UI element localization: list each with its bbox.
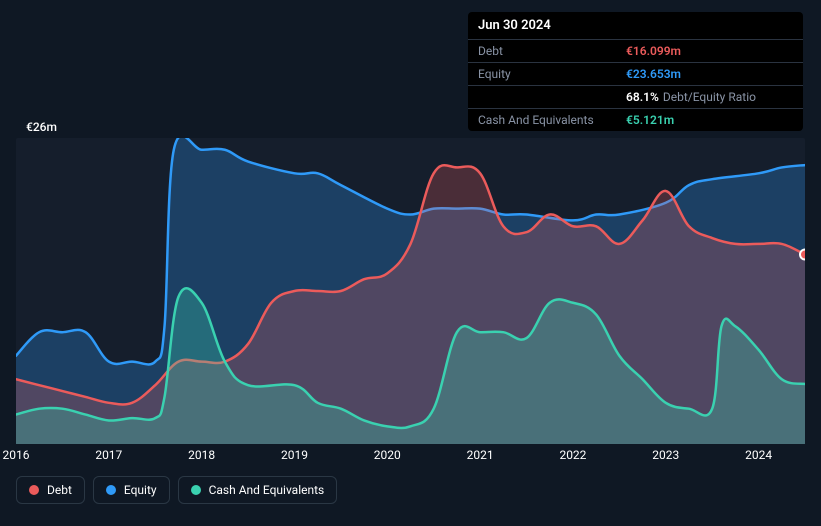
legend-label: Cash And Equivalents	[209, 483, 325, 497]
legend-item-equity[interactable]: Equity	[93, 476, 170, 504]
legend-item-cash[interactable]: Cash And Equivalents	[178, 476, 338, 504]
legend-item-debt[interactable]: Debt	[16, 476, 85, 504]
legend-swatch-icon	[106, 485, 116, 495]
chart-legend: Debt Equity Cash And Equivalents	[16, 476, 337, 504]
x-tick: 2024	[745, 448, 772, 462]
x-tick: 2020	[374, 448, 401, 462]
tooltip-row-label: Debt	[478, 44, 626, 58]
tooltip-row-value: €16.099m	[626, 44, 681, 58]
x-tick: 2022	[559, 448, 586, 462]
tooltip-date: Jun 30 2024	[468, 12, 803, 39]
tooltip-row-label: Equity	[478, 67, 626, 81]
tooltip-row-label	[478, 90, 626, 104]
legend-label: Equity	[124, 483, 157, 497]
series-end-marker	[800, 250, 805, 260]
y-axis-max-label: €26m	[26, 120, 57, 134]
chart-tooltip: Jun 30 2024 Debt€16.099mEquity€23.653m68…	[468, 12, 803, 131]
tooltip-row-value: 68.1%Debt/Equity Ratio	[626, 90, 756, 104]
legend-swatch-icon	[191, 485, 201, 495]
tooltip-row: 68.1%Debt/Equity Ratio	[468, 85, 803, 108]
tooltip-row: Debt€16.099m	[468, 39, 803, 62]
x-tick: 2021	[467, 448, 494, 462]
x-tick: 2017	[95, 448, 122, 462]
tooltip-row-value: €5.121m	[626, 113, 674, 127]
x-tick: 2018	[188, 448, 215, 462]
tooltip-row-label: Cash And Equivalents	[478, 113, 626, 127]
x-tick: 2016	[3, 448, 30, 462]
x-tick: 2019	[281, 448, 308, 462]
legend-swatch-icon	[29, 485, 39, 495]
tooltip-row-value: €23.653m	[626, 67, 681, 81]
chart-plot-area[interactable]	[16, 138, 805, 444]
tooltip-row: Equity€23.653m	[468, 62, 803, 85]
tooltip-row: Cash And Equivalents€5.121m	[468, 108, 803, 131]
legend-label: Debt	[47, 483, 72, 497]
x-tick: 2023	[652, 448, 679, 462]
